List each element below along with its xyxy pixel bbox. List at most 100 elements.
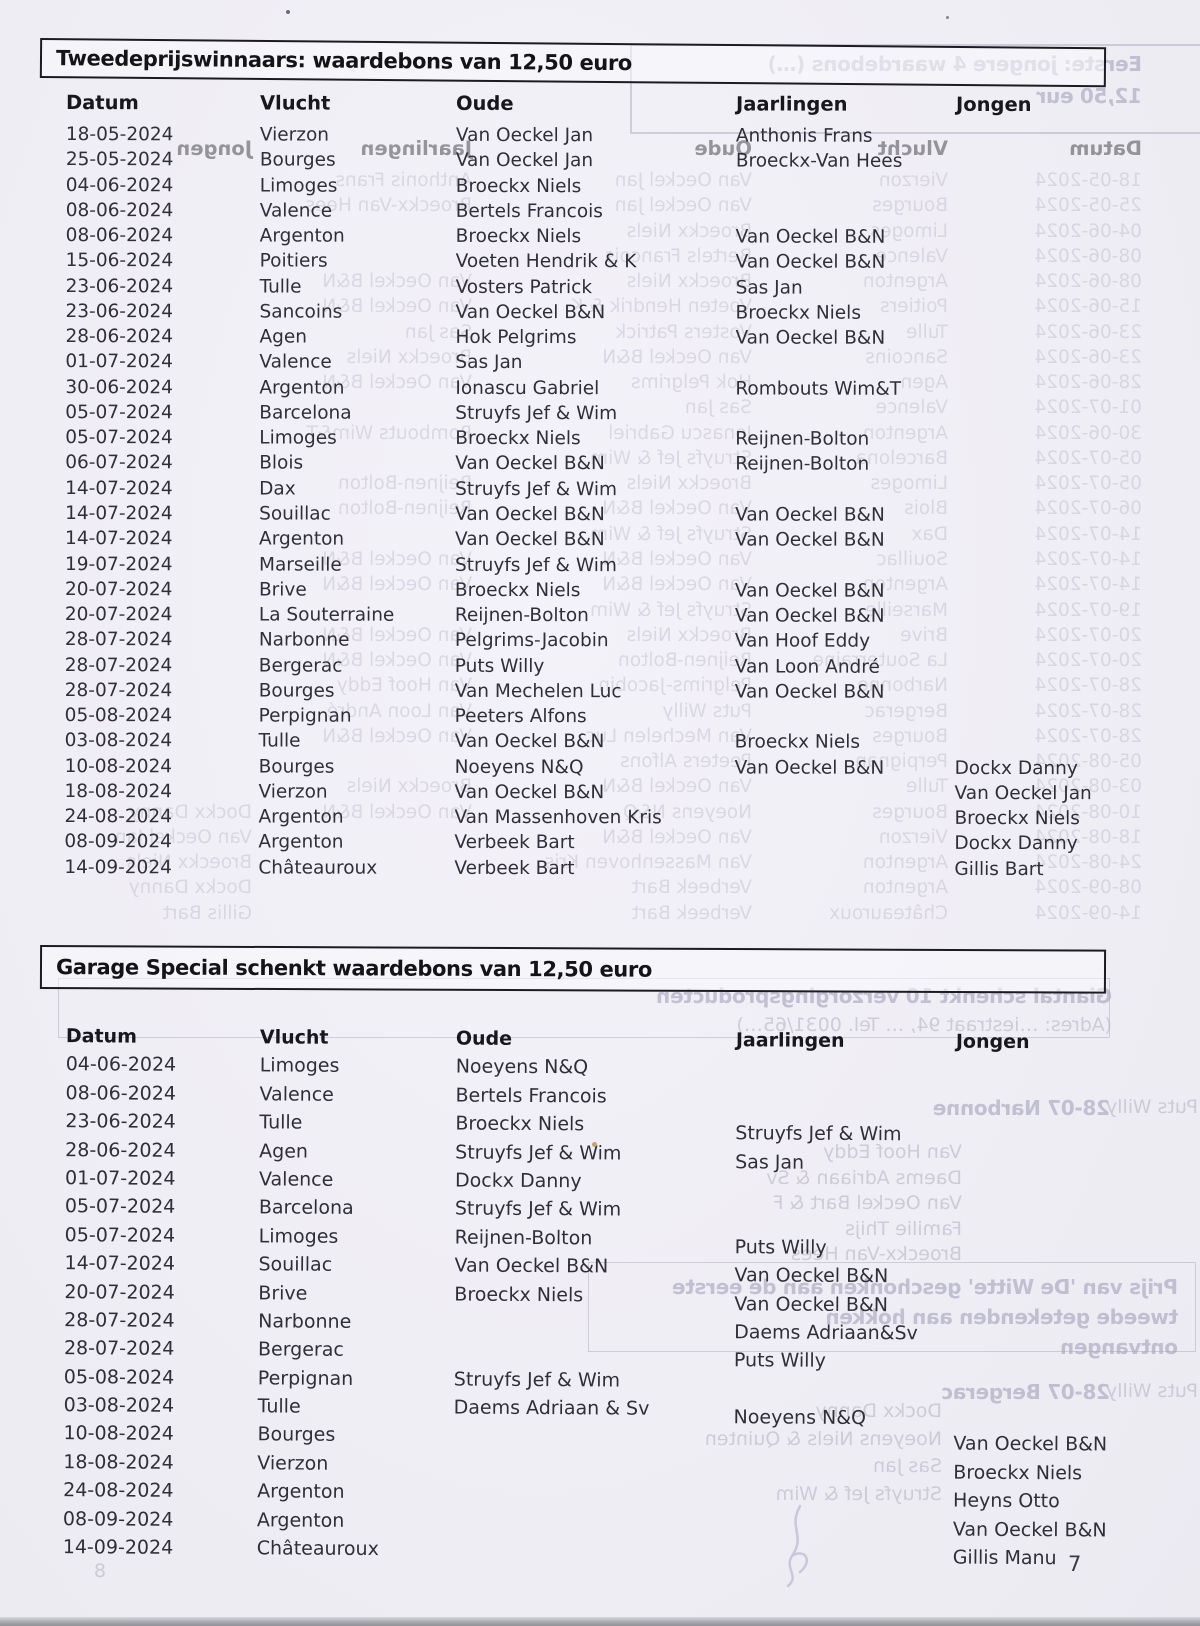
cell-datum: 28-07-2024 — [64, 1309, 175, 1332]
cell-jongen — [936, 149, 1124, 175]
cell-oude: Van Oeckel Jan — [455, 124, 594, 147]
cell-oude: Van Massenhoven Kris — [454, 807, 662, 829]
cell-oude: Verbeek Bart — [454, 857, 575, 879]
cell-datum: 10-08-2024 — [64, 755, 173, 777]
cell-jaarlingen — [714, 780, 934, 806]
cell-datum: 08-06-2024 — [65, 225, 174, 247]
cell-jongen: Dockx Danny — [954, 757, 1078, 779]
cell-jongen — [935, 402, 1123, 428]
scan-bottom-edge — [0, 1617, 1200, 1626]
cell-oude: Struyfs Jef & Wim — [454, 554, 617, 576]
column-header-jongen: Jongen — [955, 1030, 1030, 1054]
cell-jongen — [934, 1402, 1122, 1432]
cell-datum: 14-07-2024 — [64, 1252, 176, 1275]
column-header-oude: Oude — [455, 91, 514, 115]
table-row: 23-06-2024 Sancoins Van Oeckel B&N Broec… — [44, 299, 1124, 327]
cell-datum: 24-08-2024 — [63, 1479, 174, 1503]
cell-jongen — [935, 730, 1123, 756]
scan-speck — [592, 1142, 597, 1147]
prize-table-1: Datum Vlucht Oude Jaarlingen Jongen 18-0… — [42, 88, 1124, 882]
table-row: 08-09-2024 Argenton Verbeek Bart Dockx D… — [42, 829, 1122, 857]
column-header-oude: Oude — [455, 1027, 513, 1050]
table-row: 01-07-2024 Valence Sas Jan — [43, 349, 1123, 377]
cell-datum: 14-07-2024 — [65, 528, 173, 550]
cell-vlucht: Barcelona — [259, 402, 352, 424]
table-row: 03-08-2024 Tulle Van Oeckel B&N Broeckx … — [43, 728, 1123, 756]
cell-datum: 18-08-2024 — [64, 780, 173, 803]
table-row: 19-07-2024 Marseille Struyfs Jef & Wim — [43, 552, 1123, 580]
cell-jongen: Van Oeckel B&N — [953, 1433, 1108, 1456]
cell-jaarlingen — [272, 901, 492, 926]
page-number: 7 — [1068, 1552, 1082, 1576]
cell-datum: 20-07-2024 — [64, 578, 173, 601]
cell-datum: 08-09-2024 — [62, 1507, 174, 1531]
cell-jongen — [935, 1118, 1123, 1148]
cell-jongen — [935, 528, 1123, 554]
column-header-jaarlingen: Jaarlingen — [735, 1029, 845, 1052]
cell-jongen — [935, 553, 1123, 579]
cell-jaarlingen: Puts Willy — [733, 1349, 827, 1373]
cell-jongen: Gillis Bart — [162, 902, 252, 924]
table-body: 18-05-2024 Vierzon Van Oeckel Jan Anthon… — [42, 122, 1124, 882]
bleedthrough-text: 8 — [93, 1560, 106, 1582]
cell-oude — [433, 1479, 713, 1509]
cell-vlucht: Narbonne — [258, 1310, 352, 1333]
cell-vlucht: Poitiers — [259, 250, 328, 272]
cell-vlucht: Valence — [259, 200, 333, 222]
cell-jaarlingen: Sas Jan — [735, 1150, 805, 1174]
cell-datum: 14-07-2024 — [65, 503, 173, 525]
cell-datum: 05-07-2024 — [65, 427, 173, 449]
cell-datum: 05-07-2024 — [64, 1195, 176, 1219]
cell-vlucht: Narbonne — [258, 629, 350, 651]
cell-vlucht: Dax — [259, 478, 296, 500]
cell-oude: Noeyens N&Q — [455, 1055, 589, 1079]
cell-datum: 18-05-2024 — [65, 124, 174, 146]
cell-oude: Broeckx Niels — [455, 175, 582, 197]
table-row: 05-07-2024 Barcelona Struyfs Jef & Wim — [43, 400, 1123, 428]
cell-oude: Dockx Danny — [454, 1169, 582, 1193]
column-header-jaarlingen: Jaarlingen — [735, 92, 848, 116]
cell-oude: Van Oeckel B&N — [454, 781, 605, 804]
cell-oude — [434, 1308, 714, 1338]
cell-jaarlingen: Van Oeckel B&N — [735, 529, 885, 552]
cell-datum: 05-08-2024 — [63, 1365, 175, 1389]
cell-jongen: Broeckx Niels — [953, 1461, 1083, 1485]
table-row: 28-07-2024 Narbonne Pelgrims-Jacobin Van… — [43, 627, 1123, 655]
cell-vlucht: Valence — [259, 1083, 334, 1106]
cell-vlucht: Blois — [259, 452, 304, 474]
cell-vlucht: Souillac — [259, 503, 331, 525]
cell-oude: Ionascu Gabriel — [455, 377, 600, 399]
table-row: 15-06-2024 Poitiers Voeten Hendrik & K V… — [44, 248, 1124, 276]
cell-jaarlingen: Van Loon André — [734, 656, 880, 678]
cell-jaarlingen — [715, 705, 935, 731]
cell-jongen — [935, 1231, 1123, 1261]
table-row: 28-06-2024 Agen Hok Pelgrims Van Oeckel … — [43, 324, 1123, 352]
cell-jongen — [935, 705, 1123, 731]
cell-datum: 23-06-2024 — [65, 300, 174, 323]
handwritten-mark — [786, 1504, 809, 1588]
cell-vlucht: Bourges — [257, 1423, 336, 1447]
cell-jaarlingen — [715, 1176, 935, 1206]
cell-oude — [433, 1535, 713, 1565]
table-row: 05-07-2024 Limoges Broeckx Niels Reijnen… — [43, 425, 1123, 453]
cell-jaarlingen: Broeckx-Van Hees — [735, 150, 903, 173]
cell-vlucht: Limoges — [259, 1054, 340, 1078]
cell-datum: 28-06-2024 — [65, 1138, 176, 1162]
cell-jaarlingen — [714, 806, 934, 832]
cell-vlucht: Bergerac — [258, 655, 343, 677]
cell-datum: 28-07-2024 — [64, 629, 173, 651]
cell-datum: 30-06-2024 — [65, 376, 173, 398]
cell-oude: Broeckx Niels — [454, 1283, 584, 1306]
cell-datum: 28-07-2024 — [64, 654, 173, 676]
cell-vlucht: Bourges — [259, 149, 336, 171]
cell-oude: Van Oeckel B&N — [455, 453, 605, 475]
cell-vlucht: Argenton — [257, 1480, 345, 1504]
cell-jaarlingen — [716, 199, 936, 225]
cell-datum: 08-06-2024 — [65, 1081, 177, 1105]
cell-vlucht: Brive — [258, 1281, 308, 1305]
cell-jaarlingen — [715, 351, 935, 377]
cell-vlucht: Argenton — [256, 1508, 345, 1532]
cell-jaarlingen — [714, 1375, 934, 1405]
table-row: 14-07-2024 Dax Struyfs Jef & Wim — [43, 476, 1123, 504]
